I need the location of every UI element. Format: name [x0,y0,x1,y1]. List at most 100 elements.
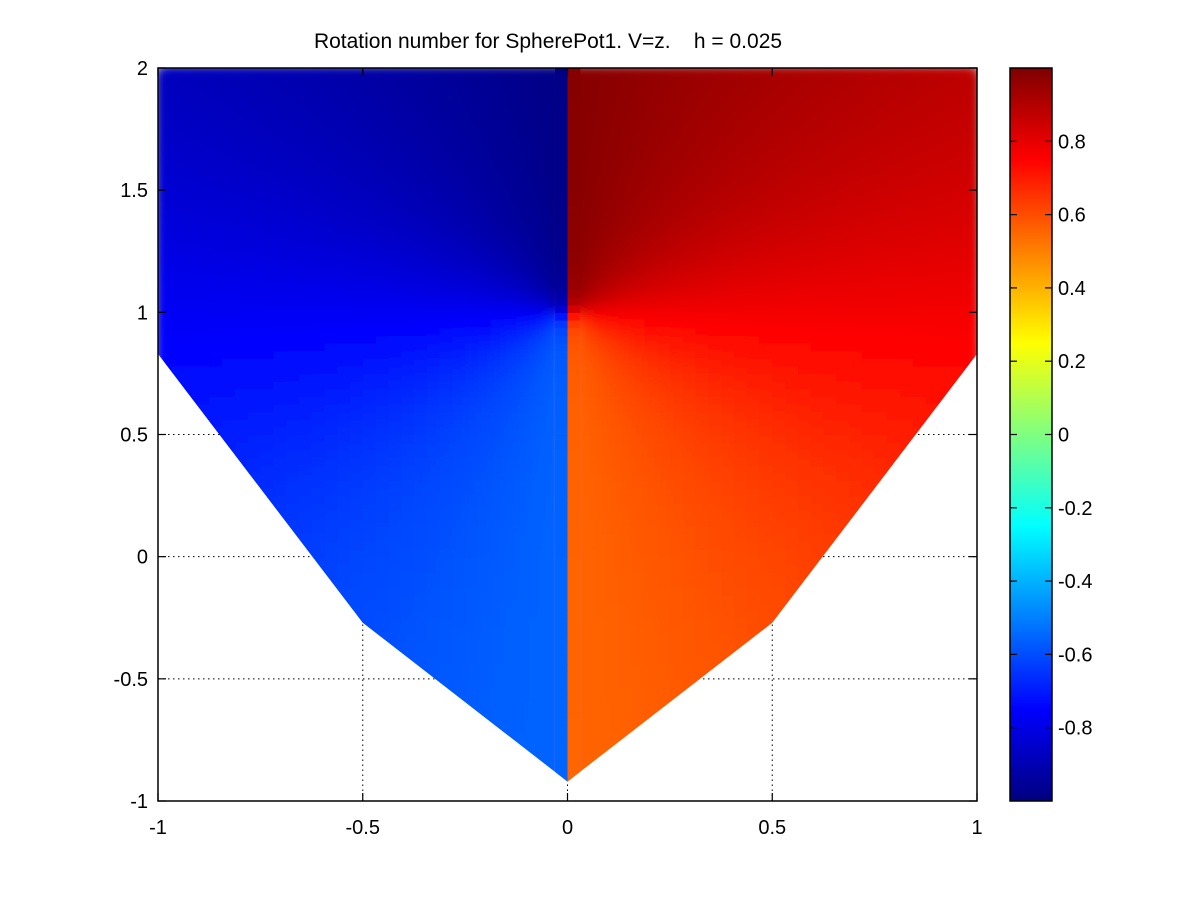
heatmap-cell [311,625,325,634]
heatmap-cell [746,648,761,657]
heatmap-cell [759,678,773,688]
heatmap-cell [311,701,325,710]
heatmap-cell [170,610,185,619]
heatmap-cell [260,701,274,710]
heatmap-cell [490,778,505,782]
heatmap-cell [298,747,313,756]
heatmap-cell [337,778,351,782]
heatmap-cell [234,717,249,726]
heatmap-cell [810,640,825,649]
heatmap-cell [426,770,441,779]
heatmap-cell [260,640,274,649]
heatmap-cell [196,709,210,718]
heatmap-cell [158,449,172,459]
heatmap-cell [158,640,172,649]
heatmap-cell [221,510,236,520]
heatmap-cell [362,739,377,749]
heatmap-cell [682,762,697,772]
heatmap-cell [247,747,261,756]
heatmap-cell [273,747,287,756]
heatmap-cell [733,655,748,665]
heatmap-cell [209,449,223,459]
heatmap-cell [171,786,184,794]
heatmap-cell [810,755,825,764]
heatmap-cell [810,648,825,657]
heatmap-cell [785,778,799,782]
heatmap-cell [810,602,825,611]
heatmap-cell [388,778,402,782]
heatmap-cell [298,625,313,634]
heatmap-cell [669,739,684,749]
heatmap-cell [222,786,235,794]
heatmap-cell [682,732,697,741]
heatmap-cell [426,701,441,710]
heatmap-cell [234,671,249,680]
heatmap-cell [362,709,377,718]
heatmap-cell [324,694,338,703]
heatmap-cell [196,717,210,726]
heatmap-cell [401,724,415,733]
heatmap-cell [196,671,210,680]
heatmap-cell [388,671,402,680]
heatmap-cell [759,717,773,726]
heatmap-cell [682,755,697,764]
heatmap-cell [247,770,261,779]
heatmap-cell [260,732,274,741]
heatmap-cell [810,655,825,665]
heatmap-cell [657,747,671,756]
heatmap-cell [221,648,236,657]
heatmap-cell [158,442,172,451]
heatmap-cell [657,786,670,794]
heatmap-cell [593,762,607,772]
heatmap-cell [273,724,287,733]
heatmap-cell [196,739,210,749]
heatmap-cell [183,755,197,764]
heatmap-cell [759,694,773,703]
heatmap-cell [209,587,223,596]
heatmap-cell [158,610,172,619]
heatmap-cell [234,526,249,535]
heatmap-cell [170,388,185,397]
heatmap-cell [209,663,223,672]
heatmap-cell [183,625,197,634]
heatmap-cell [285,739,300,749]
heatmap-cell [158,526,172,535]
heatmap-cell [733,778,748,782]
heatmap-cell [221,655,236,665]
heatmap-cell [708,732,722,741]
heatmap-cell [273,564,287,573]
heatmap-cell [260,617,274,626]
heatmap-cell [209,480,223,489]
heatmap-cell [273,762,287,772]
heatmap-cell [298,694,313,703]
heatmap-cell [234,487,249,497]
heatmap-cell [221,587,236,596]
heatmap-cell [465,770,479,779]
heatmap-cell [183,678,197,688]
heatmap-cell [260,778,274,782]
heatmap-cell [631,732,645,741]
heatmap-cell [209,671,223,680]
heatmap-cell [170,640,185,649]
heatmap-cell [260,648,274,657]
heatmap-cell [221,571,236,581]
heatmap-cell [158,739,172,749]
heatmap-cell [324,617,338,626]
heatmap-cell [401,717,415,726]
heatmap-cell [209,594,223,604]
heatmap-cell [247,762,261,772]
heatmap-cell [759,701,773,710]
heatmap-cell [452,786,465,794]
heatmap-cell [221,495,236,504]
heatmap-cell [733,724,748,733]
heatmap-cell [273,655,287,665]
heatmap-cell [221,617,236,626]
heatmap-cell [349,671,364,680]
heatmap-cell [477,755,492,764]
heatmap-cell [170,717,185,726]
heatmap-cell [183,556,197,565]
heatmap-cell [349,747,364,756]
heatmap-cell [286,786,299,794]
heatmap-cell [183,564,197,573]
heatmap-cell [285,640,300,649]
